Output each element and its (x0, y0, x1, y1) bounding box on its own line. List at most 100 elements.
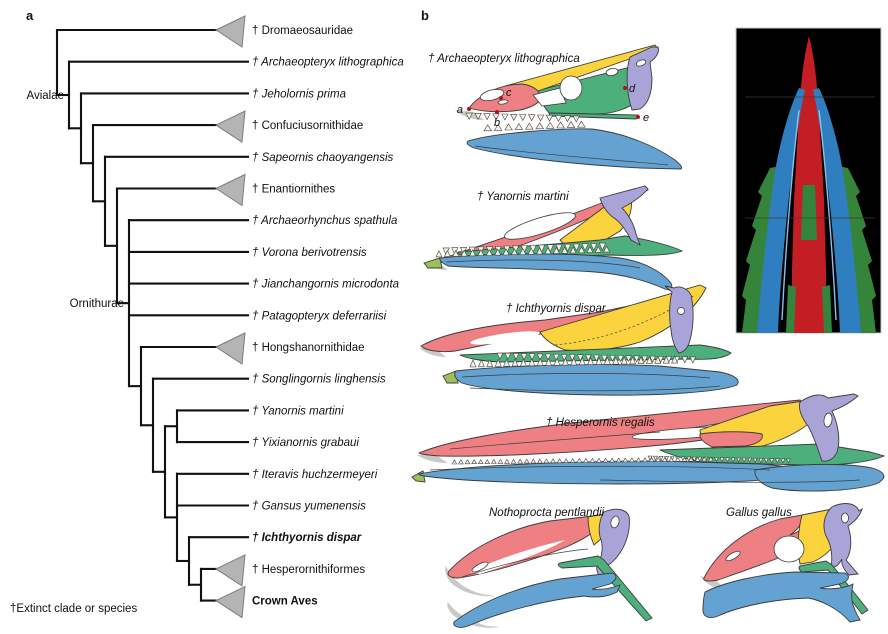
upper-teeth (647, 455, 791, 464)
mandible-blue (466, 128, 683, 170)
mandible-line-2 (469, 385, 721, 392)
annotation-dot-d (623, 86, 627, 90)
upper-teeth (465, 112, 580, 123)
skull-label-gallus: Gallus gallus (726, 507, 792, 519)
predentary-olive (411, 470, 426, 483)
collapsed-clade-triangle (214, 554, 246, 587)
tooth-row (496, 352, 697, 364)
taxon-label: † Confuciusornithidae (252, 120, 363, 132)
quadrate-opening (823, 412, 833, 428)
jugal-bar-green (548, 112, 639, 120)
skull-label-yanornis: † Yanornis martini (477, 191, 569, 203)
annotation-letter-d: d (629, 83, 636, 95)
ct-palatine-blue-left (757, 88, 805, 333)
lower-teeth (469, 355, 679, 368)
taxon-label: † Archaeopteryx lithographica (252, 57, 404, 69)
taxon-label: † Jeholornis prima (252, 88, 346, 100)
tooth-row (465, 112, 580, 123)
premaxilla-red (468, 83, 543, 113)
maxilla-yellow (539, 284, 707, 352)
annotation-letter-a: a (457, 104, 463, 116)
taxon-label: † Iteravis huchzermeyeri (252, 469, 378, 481)
annotation-dot-b (495, 110, 499, 114)
jugal-green (798, 560, 869, 615)
tooth-row (647, 455, 791, 464)
mandible-blue (418, 460, 799, 485)
mandible-rear-blue (754, 463, 885, 492)
taxon-label: † Dromaeosauridae (252, 25, 353, 37)
temporal-fenestra (605, 67, 619, 77)
quadrate-opening (610, 515, 620, 529)
annotation-letter-c: c (506, 87, 512, 99)
skull-label-nothoprocta: Nothoprocta pentlandii (489, 507, 605, 519)
ct-green-center (801, 185, 817, 240)
ct-blue-highlight-left (781, 109, 800, 321)
mandible-blue (453, 572, 621, 628)
ct-green-lower-right (822, 285, 832, 333)
taxon-label: † Jianchangornis microdonta (252, 279, 399, 291)
snout-shadow (419, 348, 446, 357)
snout-shadow (417, 454, 448, 463)
mandible-line-1 (429, 465, 771, 471)
mandible-line (445, 259, 641, 269)
taxon-label: † Sapeornis chaoyangensis (252, 152, 394, 164)
beak-shadow (445, 566, 496, 597)
premaxilla-red (447, 514, 604, 579)
skull-illustration-gallus (700, 503, 869, 623)
snout-line (449, 431, 661, 450)
beak-inner-white (470, 540, 565, 574)
annotation-letter-b: b (494, 117, 500, 129)
clade-label-avialae: Avialae (26, 90, 64, 102)
annotation-dot-c (499, 96, 503, 100)
tooth-row (469, 355, 679, 368)
tooth-row (451, 456, 714, 465)
panel-b-letter: b (421, 8, 429, 23)
ct-green-lower-left (786, 285, 796, 333)
ct-blue-highlight-right (818, 109, 837, 321)
jugal-green (459, 344, 732, 363)
upper-teeth (496, 352, 697, 364)
taxon-label: † Archaeorhynchus spathula (252, 215, 397, 227)
quadrate-opening (841, 512, 849, 524)
quadrate-purple (626, 46, 659, 111)
ct-scan-inset (735, 27, 882, 334)
tooth-row (483, 120, 586, 132)
skull-outline (461, 548, 589, 578)
antorbital-fenestra (532, 87, 567, 107)
skull-illustration-yanornis (423, 185, 684, 292)
quadrate-opening (635, 59, 647, 67)
quadrate-purple (599, 185, 649, 246)
mandible-line-1 (461, 373, 711, 379)
tooth-row (442, 242, 607, 256)
skull-illustration-archaeopteryx: a b c d e (455, 44, 683, 170)
taxon-label: † Gansus yumenensis (252, 501, 366, 513)
skull-label-hesperornis: † Hesperornis regalis (546, 417, 655, 429)
mandible-blue (702, 571, 861, 623)
taxon-label: † Yanornis martini (252, 405, 344, 417)
taxon-label: † Enantiornithes (252, 184, 335, 196)
phylogenetic-tree: † Dromaeosauridae † Archaeopteryx lithogr… (26, 15, 404, 619)
naris-opening (479, 88, 505, 102)
taxon-label: † Hongshanornithidae (252, 342, 365, 354)
mandible-blue (439, 253, 674, 292)
quadrate-purple (799, 393, 859, 462)
extinct-footnote: †Extinct clade or species (10, 603, 137, 615)
naris-opening (471, 561, 489, 573)
upper-teeth (442, 242, 607, 256)
orbit (773, 535, 805, 563)
quadrate-purple (664, 285, 694, 354)
collapsed-clade-triangle (214, 110, 246, 143)
skull-illustration-nothoprocta (445, 508, 653, 628)
taxon-label: † Hesperornithiformes (252, 564, 365, 576)
taxon-label: † Patagopteryx deferrariisi (252, 310, 387, 322)
predentary-olive (423, 257, 443, 269)
skull-illustration-ichthyornis (419, 284, 739, 396)
annotation-dot-e (636, 115, 640, 119)
annotation-dot-a (467, 107, 471, 111)
taxon-label: † Yixianornis grabaui (252, 437, 359, 449)
collapsed-clade-triangle (214, 585, 246, 619)
mandible-line-2 (599, 479, 861, 483)
quadrate-purple (823, 503, 863, 576)
